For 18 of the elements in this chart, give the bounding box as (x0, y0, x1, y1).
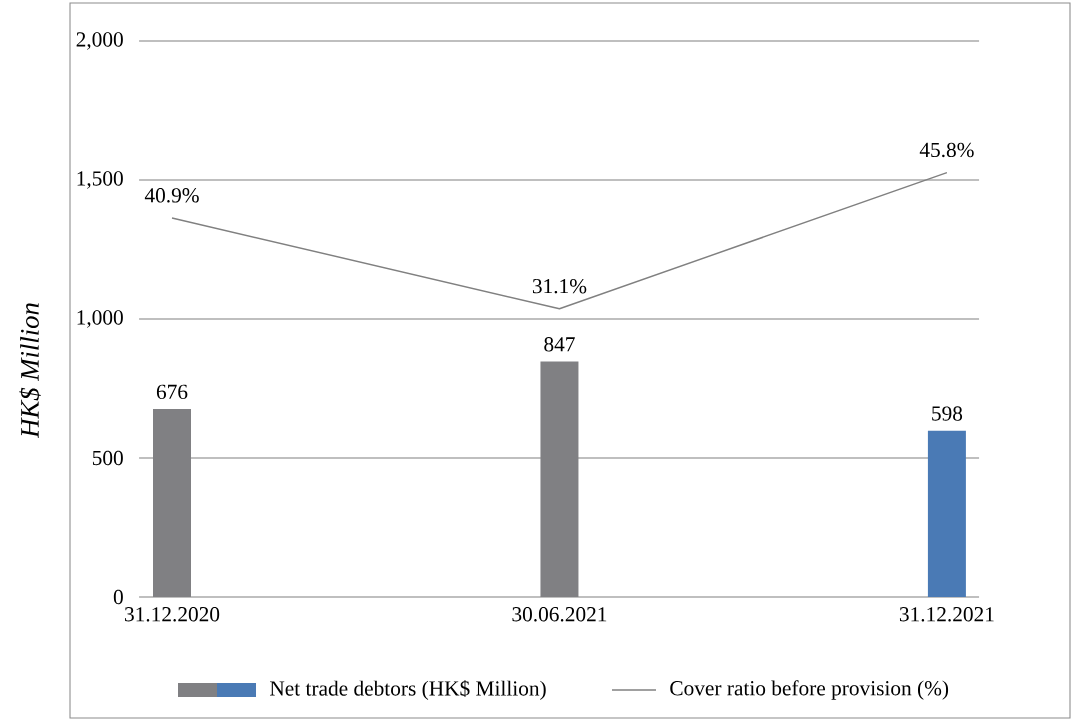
data-label: 847 (544, 337, 575, 352)
legend-label: Cover ratio before provision (%) (670, 680, 949, 700)
x-tick-label: 31.12.2021 (899, 607, 994, 622)
y-tick-label: 1,500 (77, 171, 123, 189)
data-label: 676 (156, 384, 188, 400)
x-tick-label: 30.06.2021 (512, 607, 607, 622)
y-tick-label: 500 (92, 450, 123, 466)
data-label: 598 (932, 406, 963, 421)
data-label: 31.1% (532, 278, 587, 294)
data-label: 40.9% (144, 188, 199, 203)
y-axis-title: HK$ Million (19, 303, 41, 439)
y-tick-label: 0 (113, 589, 123, 605)
data-label: 45.8% (919, 142, 974, 158)
x-tick-label: 31.12.2020 (125, 607, 220, 622)
y-tick-label: 1,000 (77, 310, 123, 328)
legend-label: Net trade debtors (HK$ Million) (269, 679, 546, 700)
y-tick-label: 2,000 (76, 32, 123, 50)
bar (927, 430, 966, 597)
